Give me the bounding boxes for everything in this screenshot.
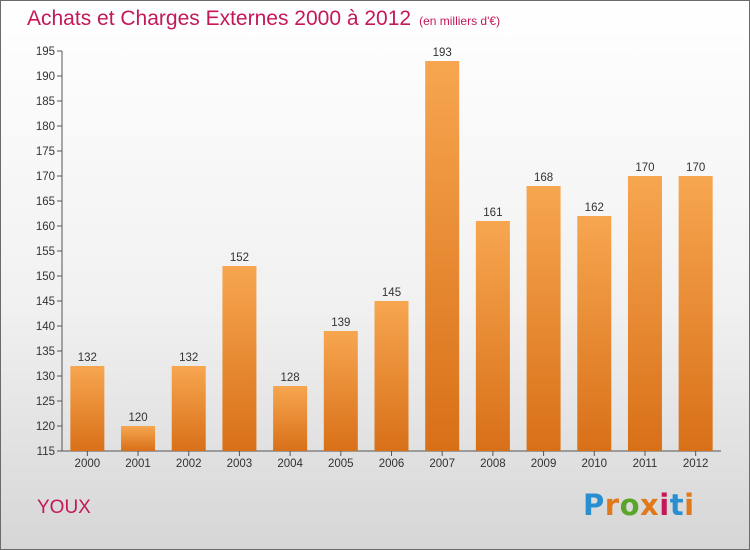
x-tick-label-2008: 2008 [480, 458, 506, 470]
y-tick-label: 120 [36, 421, 55, 433]
x-tick-label-2006: 2006 [379, 458, 405, 470]
x-tick-label-2012: 2012 [683, 458, 709, 470]
commune-name: YOUX [37, 497, 91, 518]
proxiti-logo: Proxiti [583, 488, 695, 522]
bar-2001 [121, 426, 156, 451]
x-tick-label-2011: 2011 [633, 458, 658, 470]
y-tick-label: 140 [36, 321, 55, 333]
data-label-2011: 170 [635, 162, 654, 174]
bar-2010 [577, 216, 612, 451]
logo-letter: t [669, 488, 685, 522]
y-tick-label: 180 [36, 121, 55, 133]
logo-letter: i [659, 488, 670, 522]
logo-letter: x [640, 488, 660, 522]
x-tick-label-2003: 2003 [227, 458, 253, 470]
data-label-2000: 132 [78, 352, 97, 364]
logo-letter: i [684, 488, 695, 522]
y-tick-label: 190 [36, 71, 55, 83]
bar-2002 [171, 366, 206, 451]
data-label-2010: 162 [585, 202, 604, 214]
logo-letter: o [619, 488, 641, 522]
y-tick-label: 125 [36, 396, 55, 408]
y-tick-label: 155 [36, 246, 55, 258]
y-tick-label: 115 [37, 446, 55, 458]
data-label-2004: 128 [281, 372, 300, 384]
x-tick-label-2000: 2000 [75, 458, 101, 470]
bar-2012 [678, 176, 713, 451]
bar-2003 [222, 266, 257, 451]
logo-letter: r [604, 488, 620, 522]
x-tick-label-2009: 2009 [531, 458, 557, 470]
y-tick-label: 195 [36, 46, 55, 58]
y-tick-label: 175 [36, 146, 55, 158]
y-tick-label: 185 [36, 96, 55, 108]
logo-letter: P [583, 488, 605, 522]
bar-2000 [70, 366, 105, 451]
x-tick-label-2005: 2005 [328, 458, 354, 470]
x-tick-label-2004: 2004 [277, 458, 303, 470]
bar-2006 [374, 301, 409, 451]
chart-bars [70, 61, 713, 451]
y-tick-label: 160 [36, 221, 55, 233]
bar-2009 [526, 186, 561, 451]
data-label-2012: 170 [686, 162, 705, 174]
data-label-2006: 145 [382, 287, 401, 299]
y-tick-label: 150 [36, 271, 55, 283]
chart-labels: 2000 132 2001 120 2002 132 2003 152 2004 128 2005 1… [75, 47, 709, 470]
data-label-2003: 152 [230, 252, 249, 264]
y-tick-label: 145 [36, 296, 55, 308]
x-tick-label-2010: 2010 [581, 458, 607, 470]
data-label-2008: 161 [483, 207, 502, 219]
data-label-2007: 193 [433, 47, 452, 59]
y-tick-label: 165 [36, 196, 55, 208]
bar-2005 [323, 331, 358, 451]
data-label-2001: 120 [128, 412, 147, 424]
x-tick-label-2001: 2001 [125, 458, 151, 470]
data-label-2002: 132 [179, 352, 198, 364]
data-label-2005: 139 [331, 317, 350, 329]
y-tick-label: 135 [36, 346, 55, 358]
x-tick-label-2007: 2007 [429, 458, 455, 470]
x-tick-label-2002: 2002 [176, 458, 202, 470]
chart-subtitle: (en milliers d'€) [419, 14, 501, 28]
chart-title-text: Achats et Charges Externes 2000 à 2012 [27, 7, 412, 30]
chart-title: Achats et Charges Externes 2000 à 2012 (e… [27, 7, 500, 31]
bar-2007 [425, 61, 460, 451]
bar-2008 [475, 221, 510, 451]
bar-2011 [627, 176, 662, 451]
y-tick-label: 130 [36, 371, 55, 383]
data-label-2009: 168 [534, 172, 553, 184]
bar-2004 [273, 386, 308, 451]
y-tick-label: 170 [36, 171, 55, 183]
